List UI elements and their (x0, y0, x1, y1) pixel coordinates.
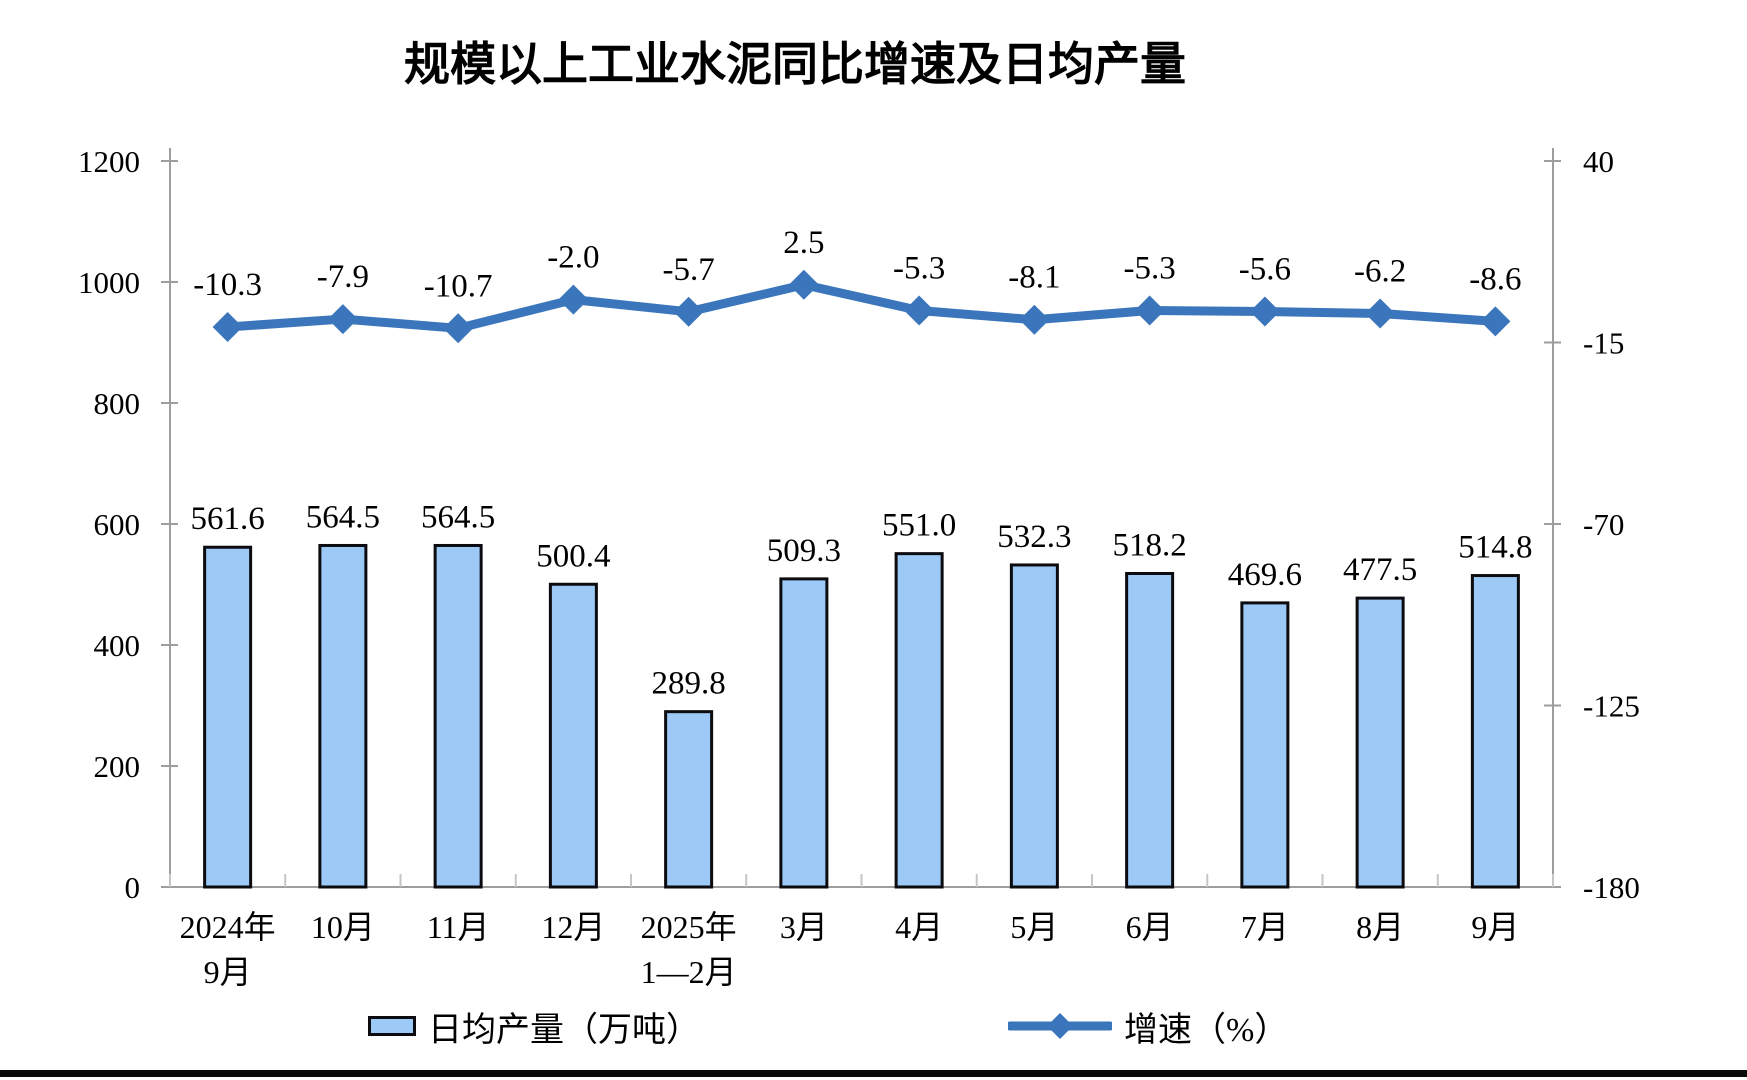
growth-line (223, 280, 1500, 333)
x-axis-category-label: 10月 (311, 909, 375, 945)
x-axis-category-label: 12月 (541, 909, 605, 945)
bar-value-label: 532.3 (997, 519, 1071, 555)
legend: 日均产量（万吨） 增速（%） (0, 998, 1747, 1054)
x-axis-category-label: 4月 (895, 909, 943, 945)
bar-value-label: 500.4 (536, 538, 610, 574)
right-axis-tick-label: -125 (1583, 689, 1640, 724)
bar-value-label: 289.8 (652, 666, 726, 702)
bar (1470, 574, 1520, 889)
diamond-marker-icon (1249, 296, 1280, 327)
x-axis-category-label: 3月 (780, 909, 828, 945)
line-value-label: -2.0 (547, 240, 599, 276)
diamond-marker-icon (212, 311, 243, 342)
diamond-marker-icon (327, 304, 358, 335)
legend-label-bars: 日均产量（万吨） (428, 1011, 700, 1049)
line-value-label: 2.5 (783, 225, 824, 261)
line-value-label: -5.3 (893, 250, 945, 286)
x-axis-category-label: 6月 (1126, 909, 1174, 945)
right-axis-tick-label: 40 (1583, 144, 1614, 179)
line-value-label: -6.2 (1354, 253, 1406, 289)
bar-value-label: 561.6 (191, 501, 265, 537)
line-value-label: -10.3 (193, 267, 262, 303)
diamond-marker-icon (443, 313, 474, 344)
bar (1125, 571, 1175, 889)
bar (894, 552, 944, 889)
bar (664, 710, 714, 889)
x-axis-category-label: 2024年 (180, 909, 276, 945)
line-value-label: -8.6 (1469, 261, 1521, 297)
line-value-label: -10.7 (424, 268, 493, 304)
x-axis-category-label-line2: 1—2月 (641, 954, 737, 990)
diamond-marker-icon (1365, 298, 1396, 329)
bar (779, 577, 829, 889)
diamond-marker-icon (1019, 304, 1050, 335)
right-axis-tick-label: -15 (1583, 326, 1624, 361)
line-value-label: -8.1 (1008, 260, 1060, 296)
left-axis-tick-label: 200 (94, 749, 141, 784)
bar-value-label: 469.6 (1228, 557, 1302, 593)
line-value-label: -5.7 (663, 252, 715, 288)
diamond-marker-icon (788, 269, 819, 300)
line-value-label: -5.3 (1124, 250, 1176, 286)
bar-value-label: 564.5 (306, 499, 380, 535)
diamond-marker-icon (1134, 295, 1165, 326)
bar-value-label: 509.3 (767, 533, 841, 569)
bar-value-label: 518.2 (1113, 527, 1187, 563)
bar-value-label: 564.5 (421, 499, 495, 535)
left-axis-tick-label: 800 (94, 386, 141, 421)
x-axis-category-label: 7月 (1241, 909, 1289, 945)
bar (203, 545, 253, 889)
bottom-divider (0, 1070, 1747, 1077)
diamond-marker-icon (904, 295, 935, 326)
diamond-marker-icon (1480, 306, 1511, 337)
x-axis-category-label: 5月 (1010, 909, 1058, 945)
left-axis-tick-label: 600 (94, 507, 141, 542)
x-axis-category-label: 2025年 (641, 909, 737, 945)
diamond-marker-icon (673, 296, 704, 327)
bar-value-label: 514.8 (1458, 530, 1532, 566)
bar (433, 543, 483, 889)
bar (1240, 601, 1290, 889)
line-swatch-icon (1008, 1013, 1112, 1039)
bar-value-label: 477.5 (1343, 552, 1417, 588)
diamond-marker-icon (558, 284, 589, 315)
bar (548, 582, 598, 889)
legend-item-bars: 日均产量（万吨） (368, 998, 700, 1054)
x-axis-category-label: 11月 (427, 909, 490, 945)
x-axis-category-label: 8月 (1356, 909, 1404, 945)
left-axis-tick-label: 0 (125, 870, 141, 905)
line-value-label: -7.9 (317, 259, 369, 295)
line-swatch-diamond-icon (1047, 1013, 1073, 1039)
combo-chart: 0 200 400 600 800 1000 1200 -180 -125 -70 -15 40 561… (78, 144, 1640, 990)
left-axis-tick-label: 1000 (78, 265, 140, 300)
bar-swatch-icon (368, 1016, 416, 1036)
left-axis-tick-label: 1200 (78, 144, 140, 179)
left-axis-tick-label: 400 (94, 628, 141, 663)
bar (1355, 596, 1405, 889)
right-axis-tick-label: -70 (1583, 507, 1624, 542)
x-axis-category-label: 9月 (1471, 909, 1519, 945)
legend-label-line: 增速（%） (1124, 1011, 1289, 1049)
chart-title: 规模以上工业水泥同比增速及日均产量 (404, 39, 1186, 90)
bar (1009, 563, 1059, 889)
bar (318, 543, 368, 889)
x-axis-category-label-line2: 9月 (204, 954, 252, 990)
legend-item-line: 增速（%） (1008, 998, 1288, 1054)
right-axis-tick-label: -180 (1583, 870, 1640, 905)
line-value-label: -5.6 (1239, 251, 1291, 287)
bar-value-label: 551.0 (882, 508, 956, 544)
